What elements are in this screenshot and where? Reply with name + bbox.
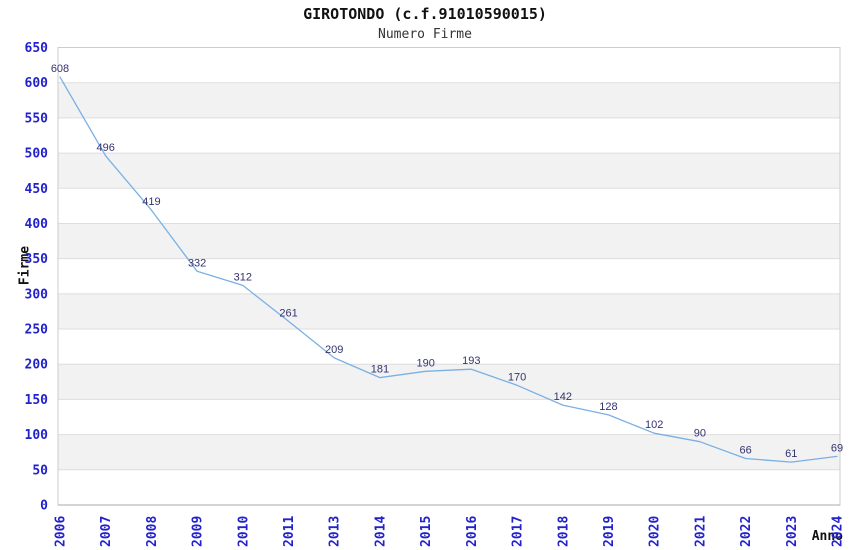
x-axis-title: Anno [811, 529, 843, 544]
plot-band [58, 153, 840, 189]
plot-band [58, 82, 840, 118]
plot-band [58, 223, 840, 259]
data-point-label: 312 [234, 271, 252, 283]
y-tick-label: 200 [25, 358, 49, 373]
data-point-label: 419 [142, 196, 160, 208]
x-tick-label: 2009 [191, 516, 206, 547]
data-point-label: 170 [508, 371, 526, 383]
data-point-label: 332 [188, 257, 206, 269]
data-point-label: 190 [416, 357, 434, 369]
x-tick-label: 2017 [511, 516, 526, 547]
x-tick-label: 2008 [145, 516, 160, 547]
x-tick-label: 2023 [785, 516, 800, 547]
y-tick-label: 450 [25, 182, 49, 197]
y-tick-label: 100 [25, 428, 49, 443]
plot-bands [58, 82, 840, 470]
y-tick-label: 500 [25, 147, 49, 162]
x-tick-label: 2022 [739, 516, 754, 547]
x-tick-label: 2015 [419, 516, 434, 547]
y-tick-label: 0 [40, 499, 48, 514]
x-tick-label: 2006 [54, 516, 69, 547]
x-tick-label: 2018 [556, 516, 571, 547]
plot-band [58, 434, 840, 470]
x-tick-label: 2019 [602, 516, 617, 547]
y-tick-label: 600 [25, 76, 49, 91]
x-tick-label: 2007 [99, 516, 114, 547]
chart-title: GIROTONDO (c.f.91010590015) [303, 5, 547, 23]
y-tick-label: 250 [25, 323, 49, 338]
data-point-label: 261 [279, 307, 297, 319]
x-tick-label: 2024 [831, 516, 846, 547]
data-point-label: 209 [325, 344, 343, 356]
y-tick-label: 650 [25, 41, 49, 56]
x-tick-labels: 2006 2007 2008 2009 2010 2011 2013 2014 2015 2016… [54, 516, 846, 547]
data-point-label: 128 [599, 401, 617, 413]
y-tick-label: 50 [32, 463, 48, 478]
data-point-label: 61 [785, 448, 797, 460]
data-point-label: 90 [694, 428, 706, 440]
data-point-label: 181 [371, 364, 389, 376]
x-tick-label: 2021 [693, 516, 708, 547]
data-point-label: 193 [462, 355, 480, 367]
y-tick-label: 150 [25, 393, 49, 408]
x-tick-label: 2010 [236, 516, 251, 547]
data-point-labels: 608 496 419 332 312 261 209 181 190 193 170 142 128 1… [51, 63, 843, 460]
data-point-label: 66 [739, 445, 751, 457]
y-tick-label: 400 [25, 217, 49, 232]
data-point-label: 496 [97, 142, 115, 154]
x-tick-label: 2011 [282, 516, 297, 547]
data-point-label: 102 [645, 419, 663, 431]
y-tick-label: 300 [25, 287, 49, 302]
plot-band [58, 293, 840, 330]
x-tick-label: 2020 [648, 516, 663, 547]
y-tick-labels: 0 50 100 150 200 250 300 350 400 450 500 550 600 650 [25, 41, 49, 514]
y-tick-label: 350 [25, 252, 49, 267]
data-line [59, 76, 838, 463]
data-point-label: 142 [554, 391, 572, 403]
data-point-label: 69 [831, 442, 843, 454]
data-point-label: 608 [51, 63, 69, 75]
x-tick-label: 2013 [328, 516, 343, 547]
x-tick-label: 2014 [373, 516, 388, 547]
y-tick-label: 550 [25, 111, 49, 126]
plot-band [58, 364, 840, 400]
x-tick-label: 2016 [465, 516, 480, 547]
chart-subtitle: Numero Firme [378, 27, 472, 42]
